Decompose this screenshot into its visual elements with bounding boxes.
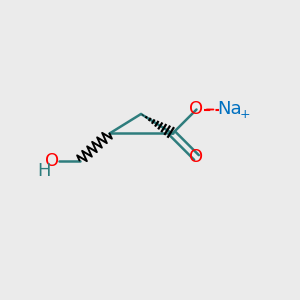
Text: Na: Na — [217, 100, 242, 118]
Text: O: O — [189, 100, 204, 118]
Text: +: + — [239, 107, 250, 121]
Text: O: O — [189, 148, 204, 166]
Text: O: O — [45, 152, 60, 169]
Text: H: H — [38, 162, 51, 180]
